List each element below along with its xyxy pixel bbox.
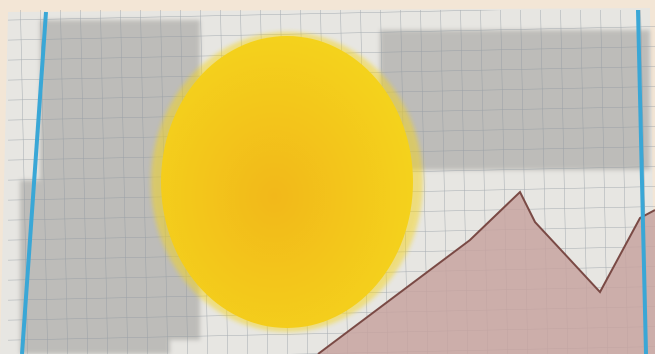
mountain-drawing: [317, 190, 655, 354]
left-margin-line: [20, 11, 48, 354]
right-margin-line: [636, 9, 648, 354]
sun-drawing: [151, 32, 423, 332]
